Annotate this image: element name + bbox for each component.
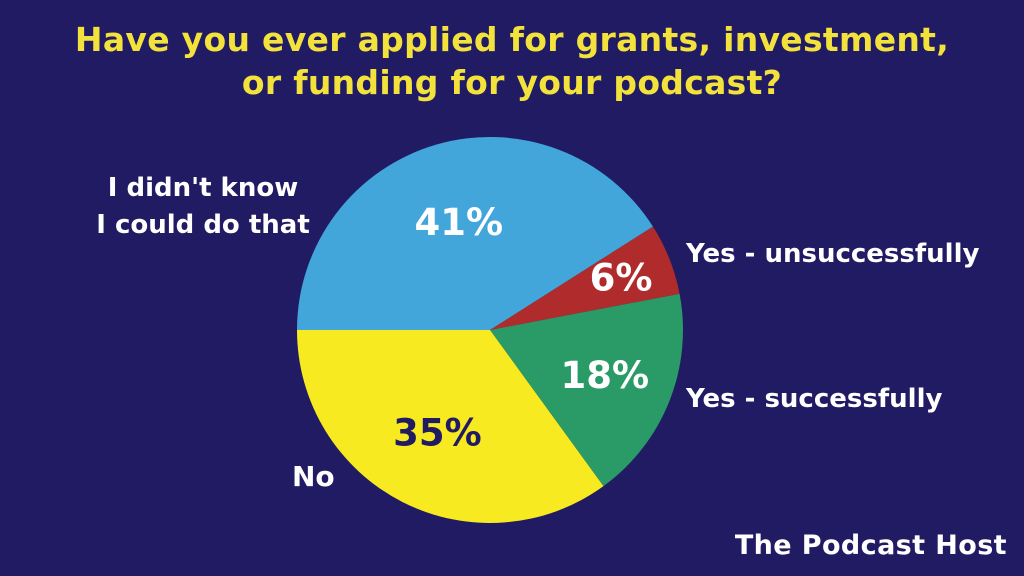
slice-label-yes-successfully: Yes - successfully	[686, 384, 943, 414]
pie-value-no: 35%	[393, 412, 482, 455]
pie-slice-yes-successfully	[490, 293, 683, 487]
slice-label-no: No	[292, 460, 335, 493]
pie-value-yes-successfully: 18%	[561, 354, 650, 397]
chart-title: Have you ever applied for grants, invest…	[0, 18, 1024, 104]
pie-value-yes-unsuccessfully: 6%	[590, 257, 653, 300]
slice-label-yes-unsuccessfully: Yes - unsuccessfully	[686, 239, 980, 269]
chart-title-line2: or funding for your podcast?	[241, 63, 783, 102]
slice-label-didnt-know-line2: I could do that	[96, 210, 310, 240]
pie-value-didnt-know: 41%	[415, 201, 504, 244]
pie-slice-didnt-know	[297, 136, 653, 330]
pie-slice-no	[297, 330, 604, 523]
slice-label-didnt-know-line1: I didn't know	[107, 173, 299, 203]
chart-title-line1: Have you ever applied for grants, invest…	[74, 20, 950, 59]
pie-slice-yes-unsuccessfully	[490, 226, 680, 330]
brand-logo: The Podcast Host	[734, 530, 1007, 561]
slice-label-didnt-know: I didn't know I could do that	[75, 170, 331, 244]
